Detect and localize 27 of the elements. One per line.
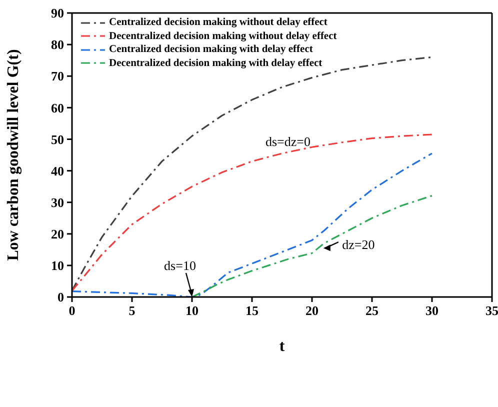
legend-label: Decentralized decision making with delay effect xyxy=(109,56,322,70)
x-tick-label: 25 xyxy=(366,303,379,318)
y-axis-title: Low carbon goodwill level G(t) xyxy=(5,49,22,261)
y-tick-label: 40 xyxy=(51,163,64,178)
x-tick-label: 15 xyxy=(246,303,259,318)
x-tick-label: 10 xyxy=(186,303,198,318)
x-tick-label: 35 xyxy=(486,303,498,318)
y-tick-label: 70 xyxy=(51,68,64,84)
annotation: ds=10 xyxy=(164,258,196,273)
y-tick-label: 20 xyxy=(51,226,64,242)
legend-label: Centralized decision making without delay effect xyxy=(109,16,328,30)
x-tick-label: 5 xyxy=(128,303,136,318)
annotation: ds=dz=0 xyxy=(266,134,310,149)
y-tick-label: 90 xyxy=(51,6,64,21)
legend-label: Centralized decision making with delay effect xyxy=(109,43,313,56)
x-tick-label: 30 xyxy=(426,303,438,318)
y-tick-label: 80 xyxy=(51,37,64,52)
y-tick-label: 50 xyxy=(51,132,64,147)
x-tick-label: 0 xyxy=(68,303,76,318)
x-axis-title: t xyxy=(279,338,286,355)
y-tick-label: 10 xyxy=(51,258,64,274)
y-tick-label: 60 xyxy=(51,100,64,116)
annotation: dz=20 xyxy=(342,237,375,252)
y-tick-label: 30 xyxy=(51,194,64,210)
x-tick-label: 20 xyxy=(306,303,318,318)
legend-label: Decentralized decision making without delay effect xyxy=(109,30,337,43)
y-tick-label: 0 xyxy=(58,290,64,305)
